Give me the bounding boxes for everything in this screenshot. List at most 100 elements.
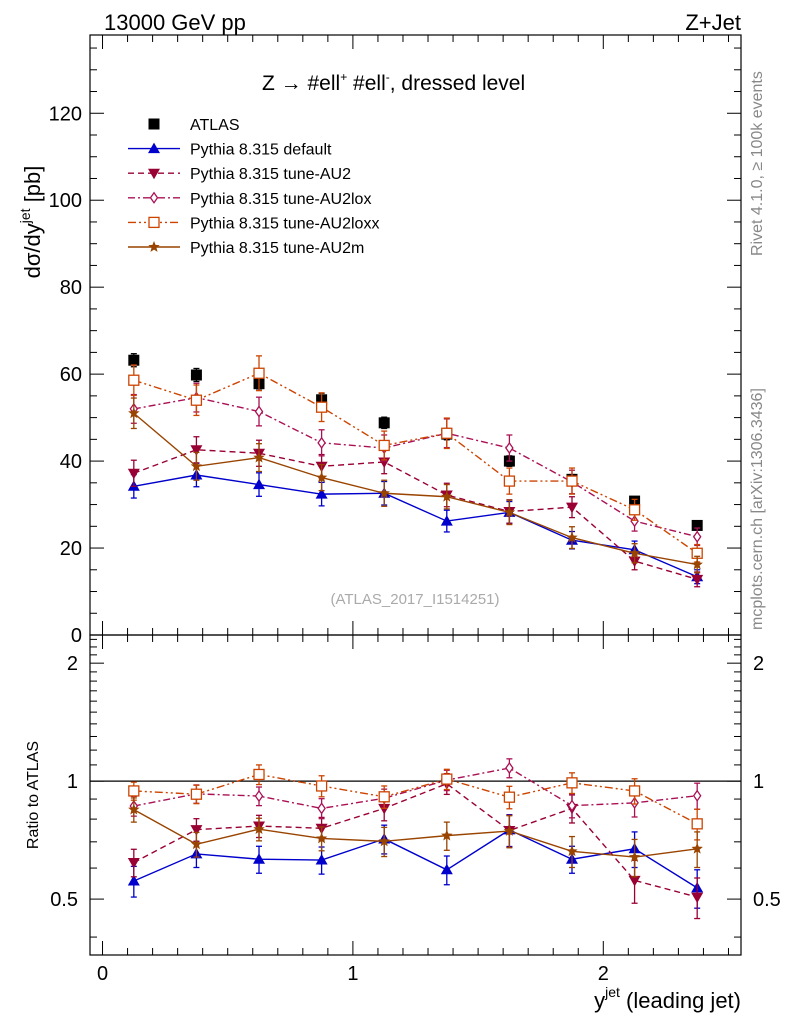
title-sup2: - (386, 70, 390, 84)
data-point-default (315, 854, 328, 865)
main-frame (89, 34, 742, 636)
y-tick-label: 120 (49, 103, 82, 125)
y-tick-label: 40 (60, 451, 82, 473)
ratio-x-ticks: 0 1 2 (97, 635, 729, 985)
ratio-tick-label-left: 2 (67, 653, 78, 675)
data-point-au2 (691, 892, 704, 904)
ratio-tick-label-right: 2 (753, 653, 764, 675)
x-tick-label: 2 (598, 963, 609, 985)
title-arrow: → (281, 72, 302, 95)
data-point-default (315, 488, 328, 499)
data-point-au2m (691, 842, 703, 854)
data-point-au2loxx (691, 818, 703, 830)
ratio-tick-label-right: 0.5 (753, 889, 781, 911)
data-point-default (253, 478, 266, 490)
y-tick-label: 60 (60, 364, 82, 386)
legend-label-default: Pythia 8.315 default (190, 142, 332, 159)
legend-label-atlas: ATLAS (190, 117, 240, 134)
data-point-au2loxx (503, 791, 516, 803)
y-tick-label: 80 (60, 277, 82, 299)
series-line-au2m (133, 808, 698, 858)
main-ylabel: dσ/dyjet [pb] (17, 166, 45, 279)
ratio-tick-label-left: 0.5 (50, 889, 78, 911)
data-point-default (440, 863, 453, 875)
xlabel-base: y (594, 988, 605, 1013)
data-point-au2m (128, 407, 140, 419)
data-point-au2loxx (566, 475, 578, 487)
series-atlas (128, 353, 703, 531)
legend-item-au2loxx: Pythia 8.315 tune-AU2loxx (128, 215, 379, 232)
legend-item-au2m: Pythia 8.315 tune-AU2m (128, 240, 364, 257)
data-point-au2loxx (628, 785, 641, 797)
legend-item-au2: Pythia 8.315 tune-AU2 (128, 166, 351, 183)
data-point-au2loxx (441, 427, 453, 439)
data-point-default (440, 515, 453, 526)
ratio-panel: 0.5 0.5 1 1 2 2 0 1 2 Ratio to ATLAS yjet (lead… (25, 634, 781, 1013)
data-point-au2 (378, 803, 391, 815)
data-point-au2 (127, 857, 140, 869)
ratio-y-ticks: 0.5 0.5 1 1 2 2 (50, 638, 781, 938)
data-point-au2loxx (503, 475, 516, 487)
data-point-au2m (253, 451, 265, 463)
data-point-default (127, 875, 140, 886)
data-point-au2m (566, 845, 578, 857)
title-l1: #ell (302, 72, 341, 95)
mcplots-label: mcplots.cern.ch [arXiv:1306.3436] (749, 388, 766, 630)
x-axis-label: yjet (leading jet) (594, 984, 741, 1013)
series-line-au2 (133, 782, 698, 898)
ratio-tick-label-right: 1 (753, 771, 764, 793)
y-tick-label: 0 (71, 625, 82, 647)
series-line-au2loxx (133, 773, 698, 825)
x-tick-label: 1 (347, 963, 358, 985)
ylabel-sup: jet (17, 208, 33, 224)
ylabel-base: dσ/dy (20, 223, 45, 278)
data-point-au2loxx (378, 439, 390, 452)
data-point-au2loxx (253, 367, 265, 379)
data-point-au2loxx (566, 777, 578, 789)
data-point-au2lox (567, 799, 577, 812)
data-point-au2m (503, 506, 516, 518)
legend-marker-default (148, 142, 160, 154)
data-point-au2 (127, 468, 140, 480)
legend-marker-au2loxx (148, 216, 160, 229)
data-point-atlas (691, 519, 703, 531)
main-x-ticks (102, 35, 729, 635)
series-au2 (127, 772, 704, 920)
data-point-atlas (128, 354, 140, 366)
series-line-au2lox (133, 767, 698, 810)
legend-item-default: Pythia 8.315 default (128, 142, 332, 159)
ylabel-unit: [pb] (20, 166, 45, 209)
data-point-au2lox (505, 761, 514, 775)
data-point-au2loxx (315, 401, 328, 413)
xlabel-post: (leading jet) (620, 988, 741, 1013)
ratio-series (127, 758, 704, 920)
data-point-au2loxx (128, 374, 140, 386)
analysis-watermark: (ATLAS_2017_I1514251) (330, 591, 499, 608)
series-au2 (127, 436, 704, 588)
data-point-au2lox (692, 789, 702, 802)
main-y-ticks: 0 20 40 60 80 100 120 (49, 47, 741, 647)
data-point-au2m (190, 460, 203, 472)
data-point-au2m (503, 825, 516, 836)
data-point-atlas (190, 369, 202, 381)
series-au2m (128, 397, 703, 574)
data-point-au2m (441, 829, 453, 841)
chart-title: Z → #ell+ #ell-, dressed level (262, 70, 525, 95)
data-point-au2 (628, 875, 641, 887)
series-line-au2lox (133, 396, 698, 538)
legend: ATLAS Pythia 8.315 default Pythia 8.315 tu… (128, 117, 379, 257)
title-l2: #ell (347, 72, 386, 95)
series-default (127, 462, 704, 585)
series-au2loxx (128, 355, 703, 563)
data-point-au2lox (630, 514, 639, 528)
data-point-au2loxx (378, 791, 390, 803)
data-point-au2m (253, 823, 265, 835)
data-point-au2 (565, 502, 578, 514)
title-pre: Z (262, 72, 281, 95)
header-right: Z+Jet (685, 10, 741, 35)
data-point-au2 (691, 574, 704, 586)
series-default (127, 814, 704, 909)
data-point-au2m (566, 531, 578, 543)
series-line-au2 (133, 449, 698, 581)
